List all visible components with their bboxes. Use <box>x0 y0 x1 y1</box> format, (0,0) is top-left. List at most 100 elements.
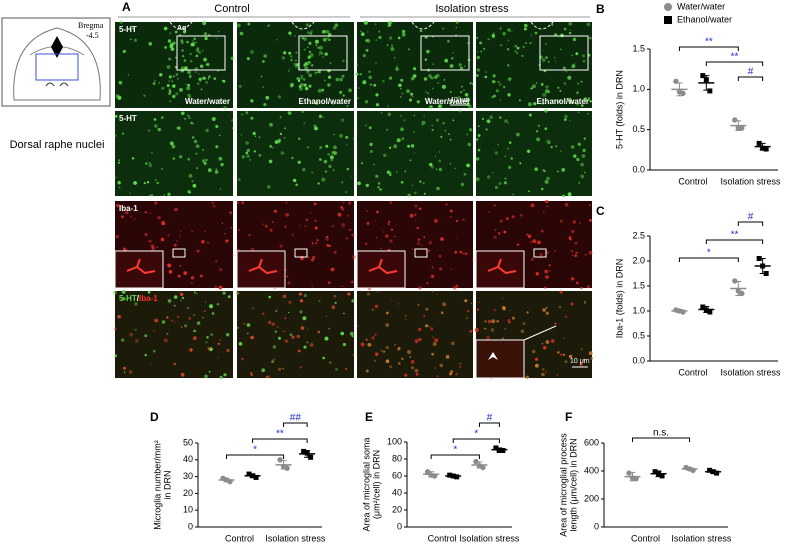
cell <box>291 157 294 159</box>
cell <box>410 76 415 81</box>
cell <box>559 306 561 309</box>
roi-box <box>172 248 186 258</box>
cell <box>492 172 494 174</box>
cell <box>477 134 481 137</box>
cell <box>546 176 550 181</box>
cell <box>580 286 583 290</box>
aq-outline <box>530 21 554 30</box>
cell <box>516 132 520 137</box>
cell <box>537 124 541 128</box>
cell <box>213 77 217 80</box>
cell <box>177 274 181 278</box>
cell <box>222 291 226 295</box>
cell <box>302 316 307 321</box>
cell <box>180 292 184 296</box>
cell <box>516 46 520 50</box>
cell <box>241 155 245 159</box>
cell <box>375 93 379 97</box>
cell <box>449 215 452 218</box>
inset <box>475 339 525 379</box>
cell <box>377 182 381 185</box>
cell <box>351 335 354 338</box>
cell <box>459 362 462 365</box>
cell <box>559 89 562 92</box>
cell <box>278 367 282 371</box>
cell <box>308 50 311 54</box>
cell <box>288 70 290 72</box>
cell <box>148 129 150 132</box>
cell <box>512 193 514 196</box>
atlas-bregma: Bregma <box>78 21 104 30</box>
cell <box>466 317 468 320</box>
cell <box>143 94 146 97</box>
cell <box>207 241 210 244</box>
cell <box>365 183 369 188</box>
row-label-part: Iba-1 <box>139 294 158 303</box>
cell <box>196 321 201 325</box>
arrowhead <box>488 352 498 360</box>
cell <box>544 127 548 130</box>
cell <box>394 343 396 346</box>
cell <box>369 83 372 86</box>
cell <box>373 359 377 362</box>
cell <box>401 92 404 95</box>
cell <box>175 92 179 96</box>
cell <box>330 158 334 162</box>
cell <box>281 56 286 60</box>
cell <box>341 223 346 228</box>
cell <box>339 77 343 82</box>
cell <box>192 183 197 188</box>
point <box>680 309 686 315</box>
cell <box>528 190 530 193</box>
cell <box>363 20 368 25</box>
cell <box>454 167 456 170</box>
cell <box>475 157 480 161</box>
cell <box>311 171 313 174</box>
cell <box>307 72 309 75</box>
cell <box>428 74 432 78</box>
cell <box>547 60 550 63</box>
cell <box>176 240 178 242</box>
cell <box>496 320 500 323</box>
cell <box>536 130 539 133</box>
cell <box>583 97 587 101</box>
y-tick-label: 50 <box>183 437 193 447</box>
cell <box>413 114 416 117</box>
cell <box>123 247 126 250</box>
cell <box>300 77 303 80</box>
cell <box>303 83 307 87</box>
cell <box>487 175 491 179</box>
cell <box>321 88 325 92</box>
cell <box>516 243 520 246</box>
x-tick-label: Control <box>428 533 457 543</box>
cell <box>521 54 524 58</box>
cell <box>497 81 500 83</box>
cell <box>407 350 411 354</box>
cell <box>414 213 417 216</box>
cell <box>449 163 452 165</box>
cell <box>563 337 566 340</box>
cell <box>422 182 425 185</box>
cell <box>540 83 544 86</box>
cell <box>196 167 199 170</box>
cell <box>348 201 352 205</box>
cell <box>296 334 301 339</box>
cell <box>394 235 396 238</box>
cell <box>584 253 588 256</box>
cell <box>588 204 591 207</box>
cell <box>503 85 506 88</box>
cell <box>325 315 328 318</box>
row-label: 5-HT/Iba-1 <box>119 294 158 303</box>
cell <box>158 82 160 84</box>
cell <box>430 165 434 169</box>
cell <box>417 242 420 245</box>
cell <box>295 59 297 62</box>
cell <box>191 180 194 183</box>
cell <box>466 163 470 168</box>
cell <box>557 351 560 354</box>
cell <box>156 246 159 249</box>
point <box>480 464 486 471</box>
point <box>732 278 738 284</box>
cell <box>186 307 189 310</box>
cell <box>442 121 445 125</box>
